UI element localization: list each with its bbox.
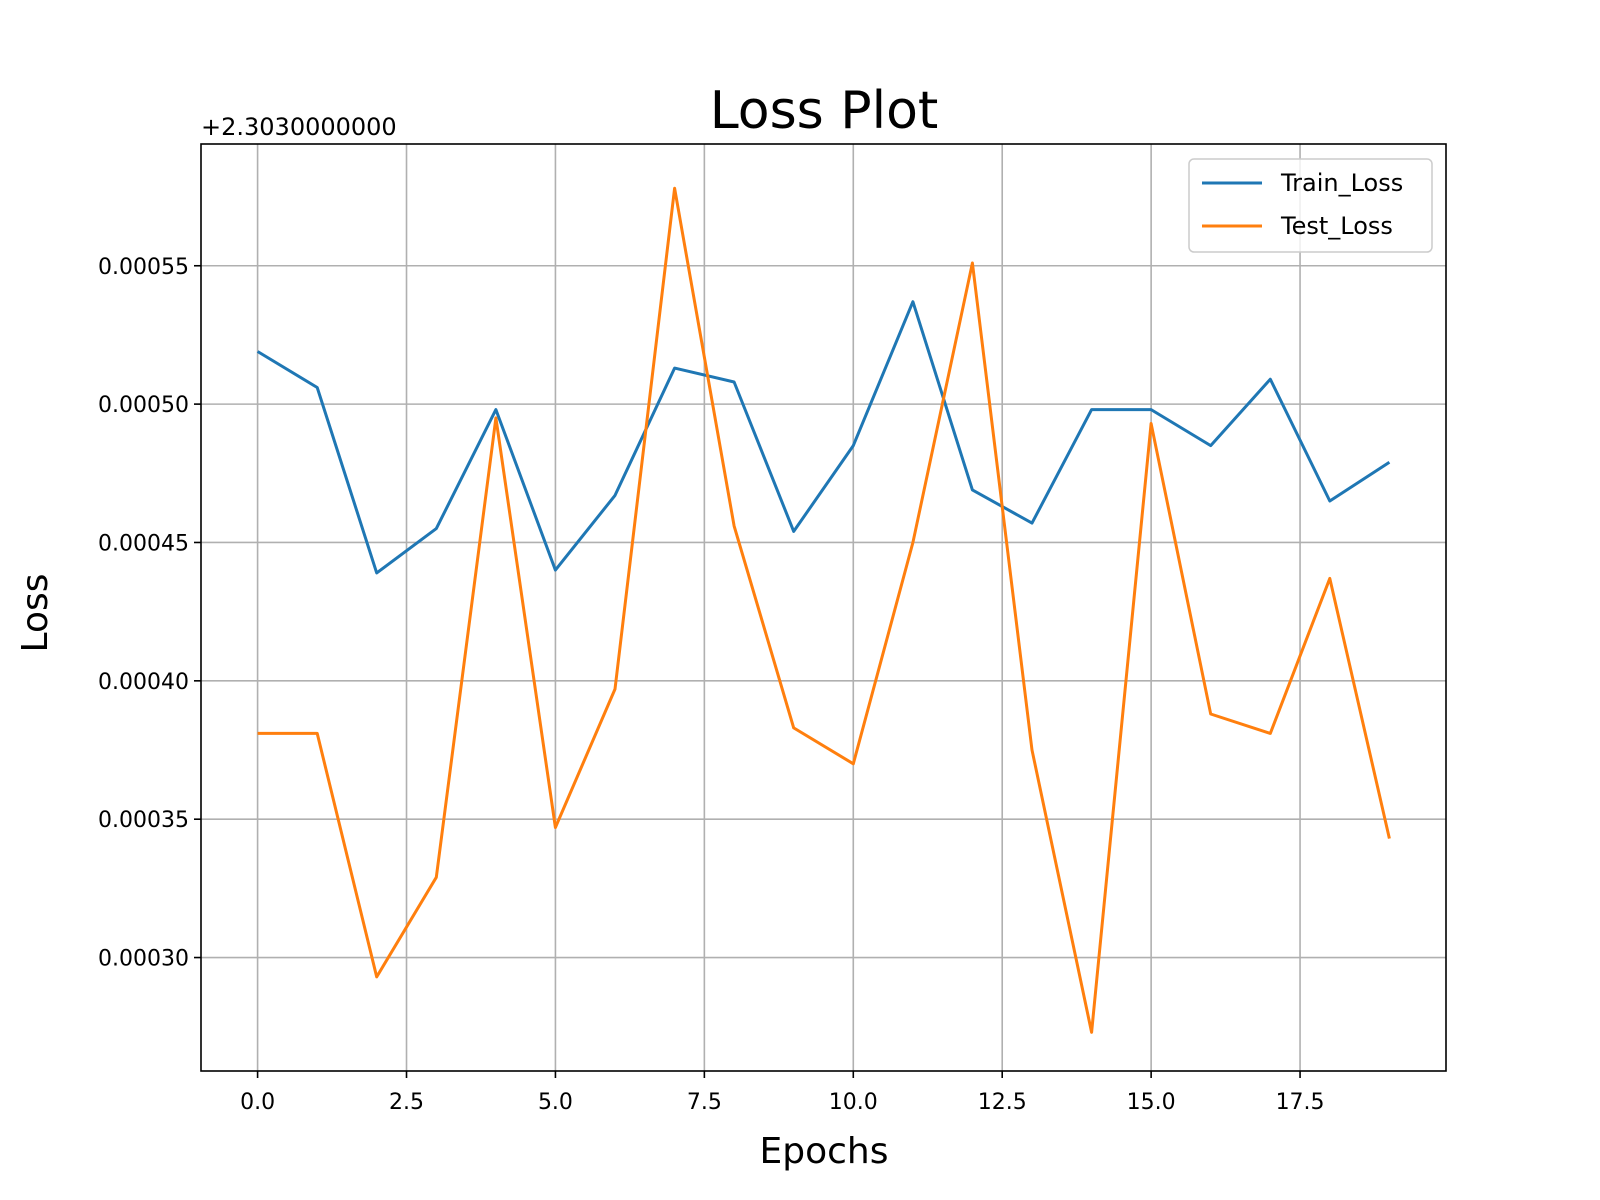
ticks-layer: 0.0 2.5 5.0 7.5 10.0 12.5 15.0 17.5 0.00030 0.000… [98, 255, 1325, 1115]
x-tick-label: 2.5 [389, 1090, 424, 1115]
legend: Train_Loss Test_Loss [1188, 158, 1433, 253]
plot-frame [200, 143, 1447, 1072]
series-layer [256, 186, 1391, 1034]
y-tick-label: 0.00050 [98, 393, 189, 418]
y-tick-label: 0.00035 [98, 808, 189, 833]
series-line-train-loss [256, 300, 1391, 575]
x-tick-label: 5.0 [538, 1090, 573, 1115]
x-tick-label: 17.5 [1276, 1090, 1325, 1115]
x-axis-label: Epochs [760, 1131, 889, 1172]
y-tick-label: 0.00055 [98, 255, 189, 280]
x-tick-label: 15.0 [1127, 1090, 1176, 1115]
x-tick-label: 12.5 [978, 1090, 1027, 1115]
series-line-test-loss [257, 186, 1391, 1034]
x-tick-label: 7.5 [687, 1090, 722, 1115]
y-axis-label: Loss [15, 574, 56, 653]
y-tick-label: 0.00045 [98, 531, 189, 556]
x-tick-label: 0.0 [240, 1090, 275, 1115]
grid-layer [201, 144, 1446, 1071]
legend-label-test-loss: Test_Loss [1280, 212, 1393, 240]
y-tick-label: 0.00030 [98, 947, 189, 972]
x-tick-label: 10.0 [829, 1090, 878, 1115]
chart-title: Loss Plot [710, 81, 939, 141]
y-axis-offset-label: +2.3030000000 [201, 113, 397, 141]
legend-label-train-loss: Train_Loss [1280, 169, 1403, 197]
y-tick-label: 0.00040 [98, 670, 189, 695]
